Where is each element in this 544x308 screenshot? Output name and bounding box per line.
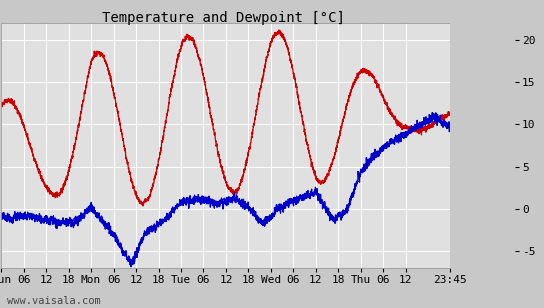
Text: www.vaisala.com: www.vaisala.com bbox=[7, 297, 100, 306]
Text: Temperature and Dewpoint [°C]: Temperature and Dewpoint [°C] bbox=[102, 11, 344, 25]
